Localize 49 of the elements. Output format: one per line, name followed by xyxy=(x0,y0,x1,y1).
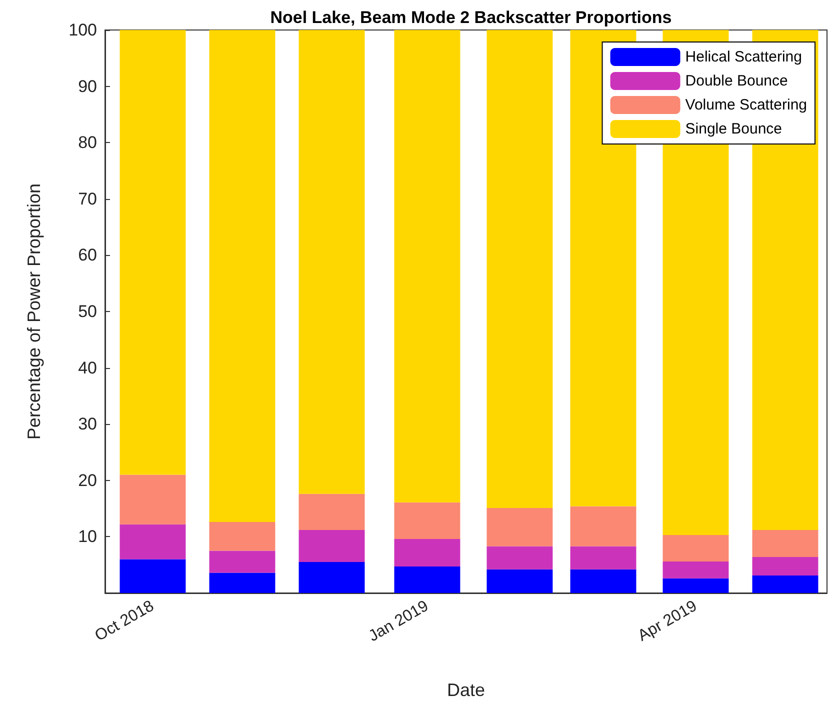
legend-label: Double Bounce xyxy=(685,72,788,90)
y-tick-label: 40 xyxy=(78,358,97,378)
x-tick-label: Jan 2019 xyxy=(366,598,432,646)
bar xyxy=(394,538,460,567)
legend-label: Single Bounce xyxy=(685,120,782,138)
bar xyxy=(486,508,553,546)
y-tick-label: 60 xyxy=(78,246,97,265)
bar xyxy=(298,562,365,593)
bar xyxy=(486,569,553,593)
legend-label: Volume Scattering xyxy=(685,96,808,114)
bar xyxy=(120,30,186,475)
bar xyxy=(120,474,186,524)
bar xyxy=(209,550,276,573)
bar xyxy=(752,530,818,557)
bar xyxy=(662,561,729,578)
y-tick-label: 80 xyxy=(78,133,97,152)
bar xyxy=(120,524,186,560)
chart-title: Noel Lake, Beam Mode 2 Backscatter Proportions xyxy=(270,8,672,27)
y-tick-label: 20 xyxy=(78,470,97,490)
bar xyxy=(298,30,365,494)
x-tick-label: Oct 2018 xyxy=(92,598,158,645)
bar xyxy=(209,572,276,593)
bar xyxy=(752,576,818,593)
bar xyxy=(662,535,729,562)
bar xyxy=(486,546,553,570)
bar xyxy=(209,30,276,522)
bar xyxy=(394,502,460,539)
x-axis-title: Date xyxy=(446,680,486,700)
y-tick-label: 10 xyxy=(78,527,97,546)
bar xyxy=(570,569,636,593)
y-axis-title: Percentage of Power Proportion xyxy=(24,183,44,440)
bar xyxy=(120,559,186,593)
bar xyxy=(394,566,460,593)
bar xyxy=(394,30,460,502)
bar xyxy=(298,530,365,562)
bar xyxy=(662,578,729,593)
y-tick-label: 30 xyxy=(78,414,97,434)
y-tick-label: 70 xyxy=(78,189,97,208)
bar xyxy=(570,506,636,546)
legend-label: Helical Scattering xyxy=(685,48,802,66)
y-tick-label: 50 xyxy=(78,302,97,321)
bar xyxy=(298,494,365,530)
bar xyxy=(752,556,818,576)
x-tick-label: Apr 2019 xyxy=(635,598,700,645)
bar xyxy=(486,30,553,508)
y-tick-label: 100 xyxy=(68,20,97,40)
bar xyxy=(570,546,636,570)
bar xyxy=(209,522,276,551)
y-tick-label: 90 xyxy=(78,76,97,96)
